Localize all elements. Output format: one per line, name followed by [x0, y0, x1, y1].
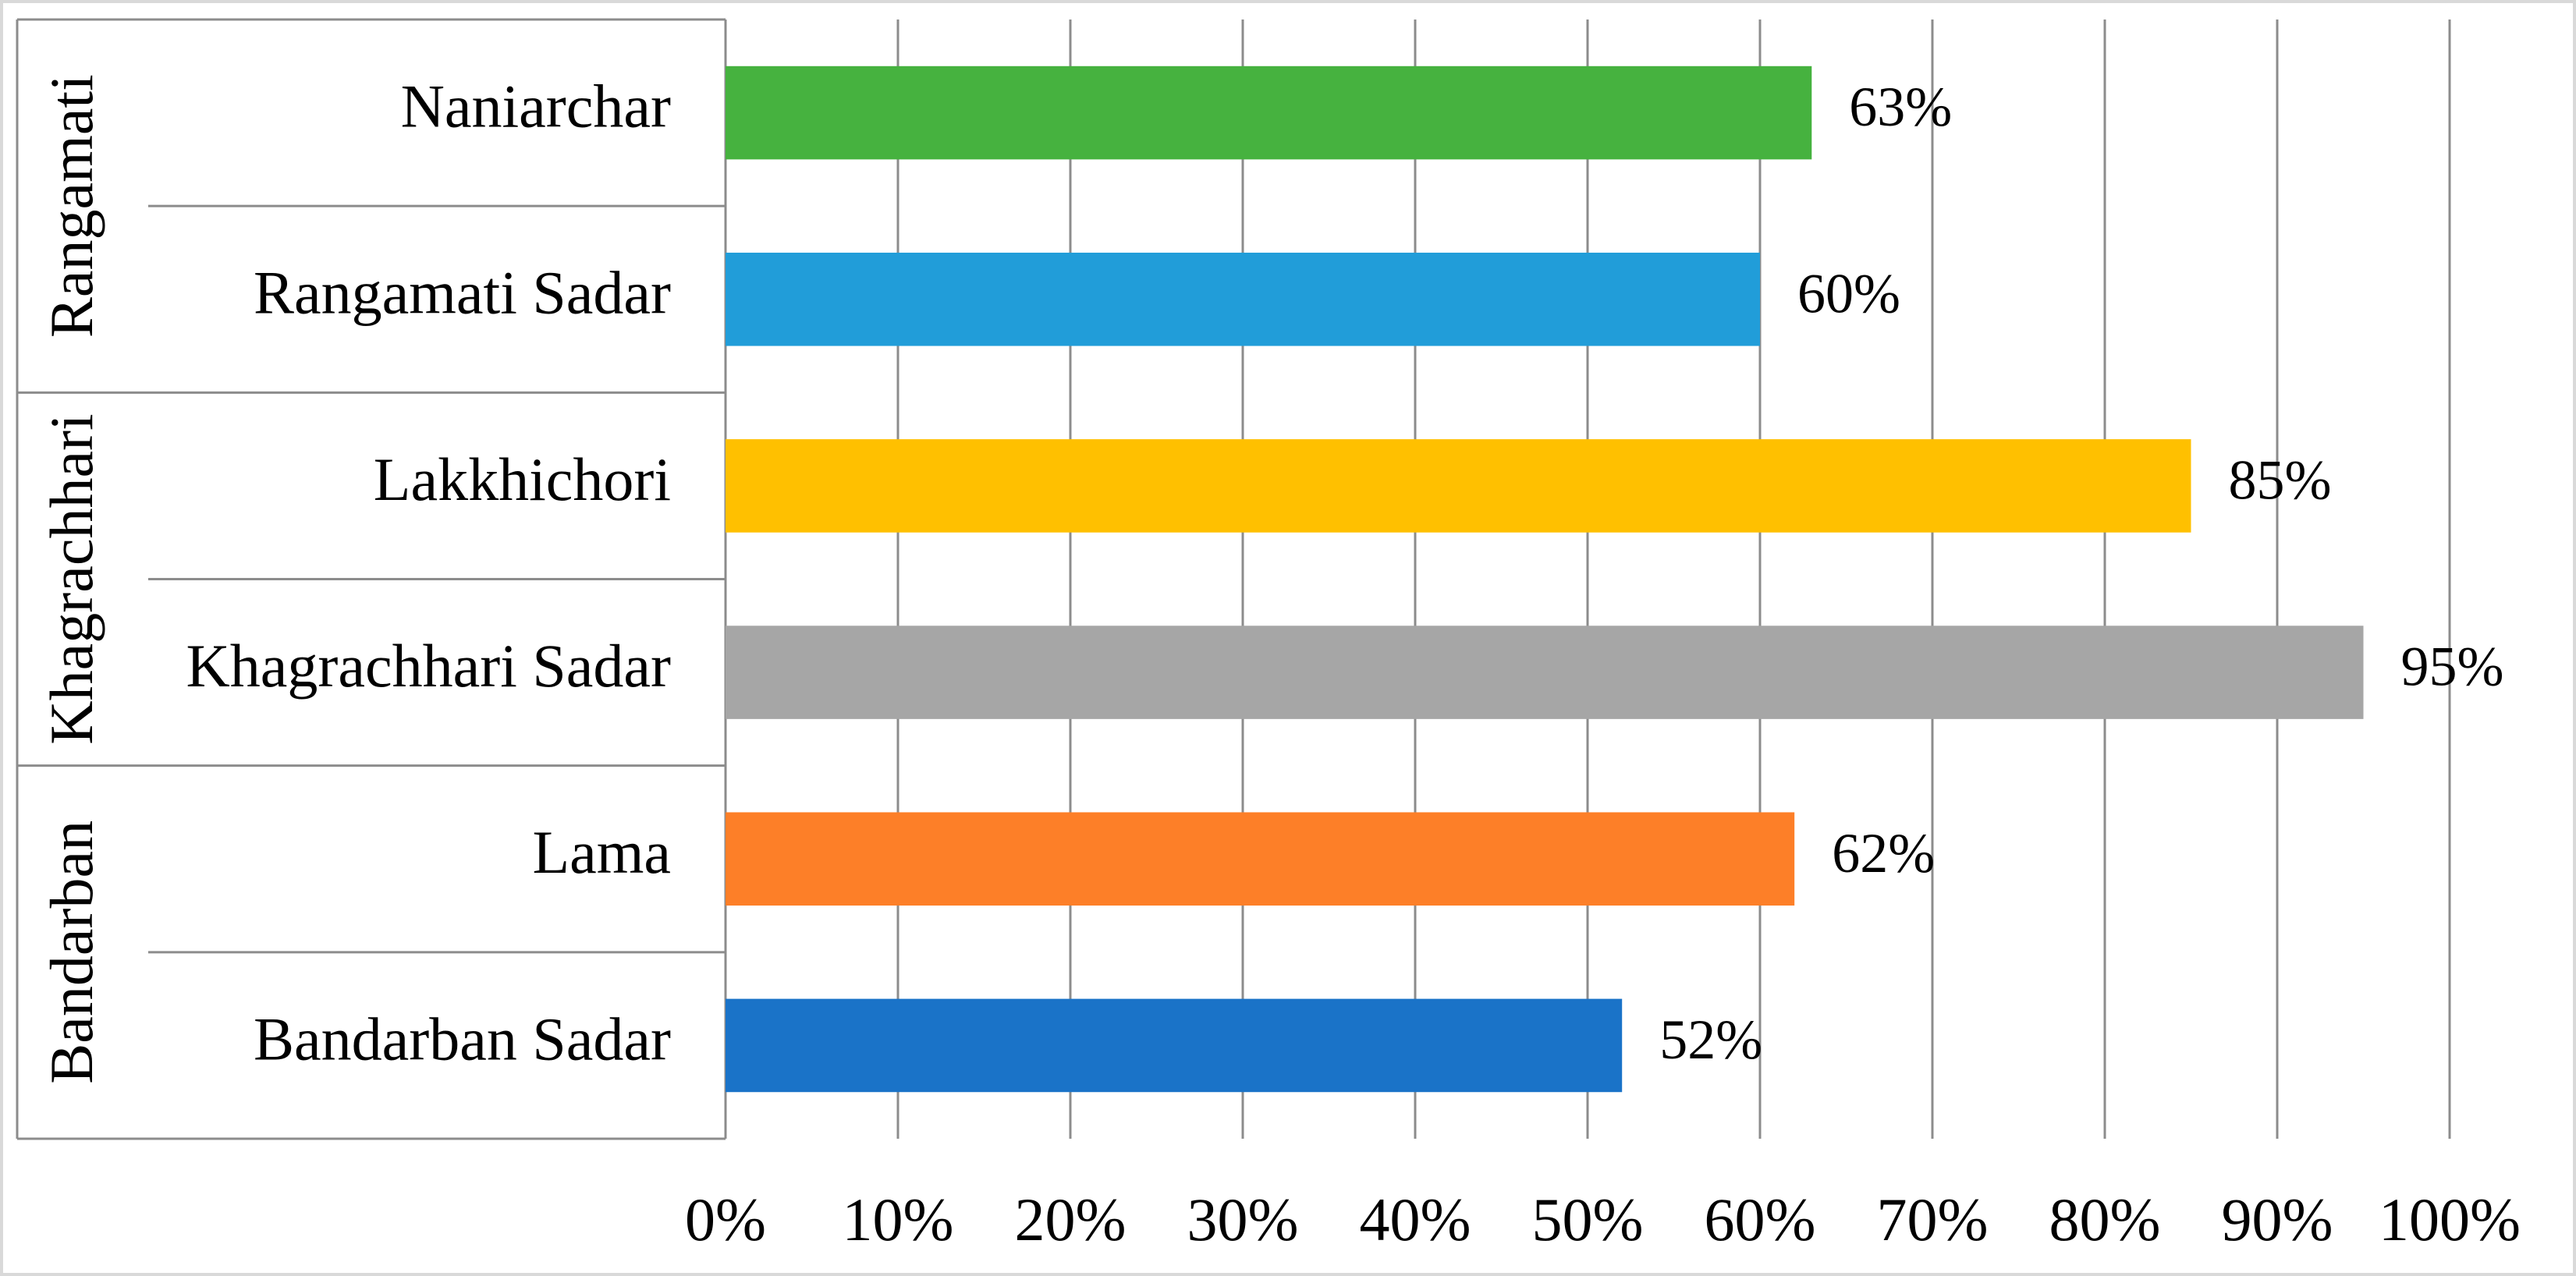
category-axis-frame [16, 18, 727, 1140]
category-label: Lakkhichori [374, 445, 671, 513]
data-label: 95% [2401, 636, 2504, 698]
bar [726, 252, 1760, 346]
bars [726, 66, 2364, 1093]
x-tick-label: 0% [685, 1186, 766, 1253]
category-label: Lama [532, 818, 671, 886]
category-label: Bandarban Sadar [254, 1005, 671, 1072]
x-tick-label: 40% [1360, 1186, 1471, 1253]
group-label: Rangamati [37, 74, 105, 338]
group-label: Khagrachhari [37, 413, 105, 744]
x-tick-label: 30% [1187, 1186, 1299, 1253]
category-label: Naniarchar [401, 72, 671, 140]
x-tick-label: 50% [1532, 1186, 1644, 1253]
x-tick-label: 70% [1877, 1186, 1989, 1253]
bar [726, 998, 1623, 1093]
data-label: 60% [1797, 262, 1900, 324]
x-tick-label: 80% [2049, 1186, 2161, 1253]
category-label: Khagrachhari Sadar [186, 632, 671, 700]
bar [726, 439, 2191, 533]
x-tick-label: 100% [2379, 1186, 2521, 1253]
data-label: 63% [1849, 76, 1952, 138]
data-label: 85% [2229, 448, 2332, 511]
labels: 0% 10% 20% 30% 40% 50% 60% 70% 80% 90% 100% Bandarb… [37, 72, 2521, 1253]
bar [726, 66, 1812, 160]
data-label: 62% [1832, 822, 1935, 884]
x-tick-label: 60% [1705, 1186, 1816, 1253]
bar [726, 812, 1795, 906]
data-label: 52% [1659, 1008, 1762, 1071]
x-tick-label: 90% [2222, 1186, 2333, 1253]
x-tick-label: 20% [1015, 1186, 1127, 1253]
x-tick-label: 10% [843, 1186, 954, 1253]
bar [726, 626, 2364, 719]
group-label: Bandarban [37, 821, 105, 1084]
category-label: Rangamati Sadar [254, 259, 671, 327]
